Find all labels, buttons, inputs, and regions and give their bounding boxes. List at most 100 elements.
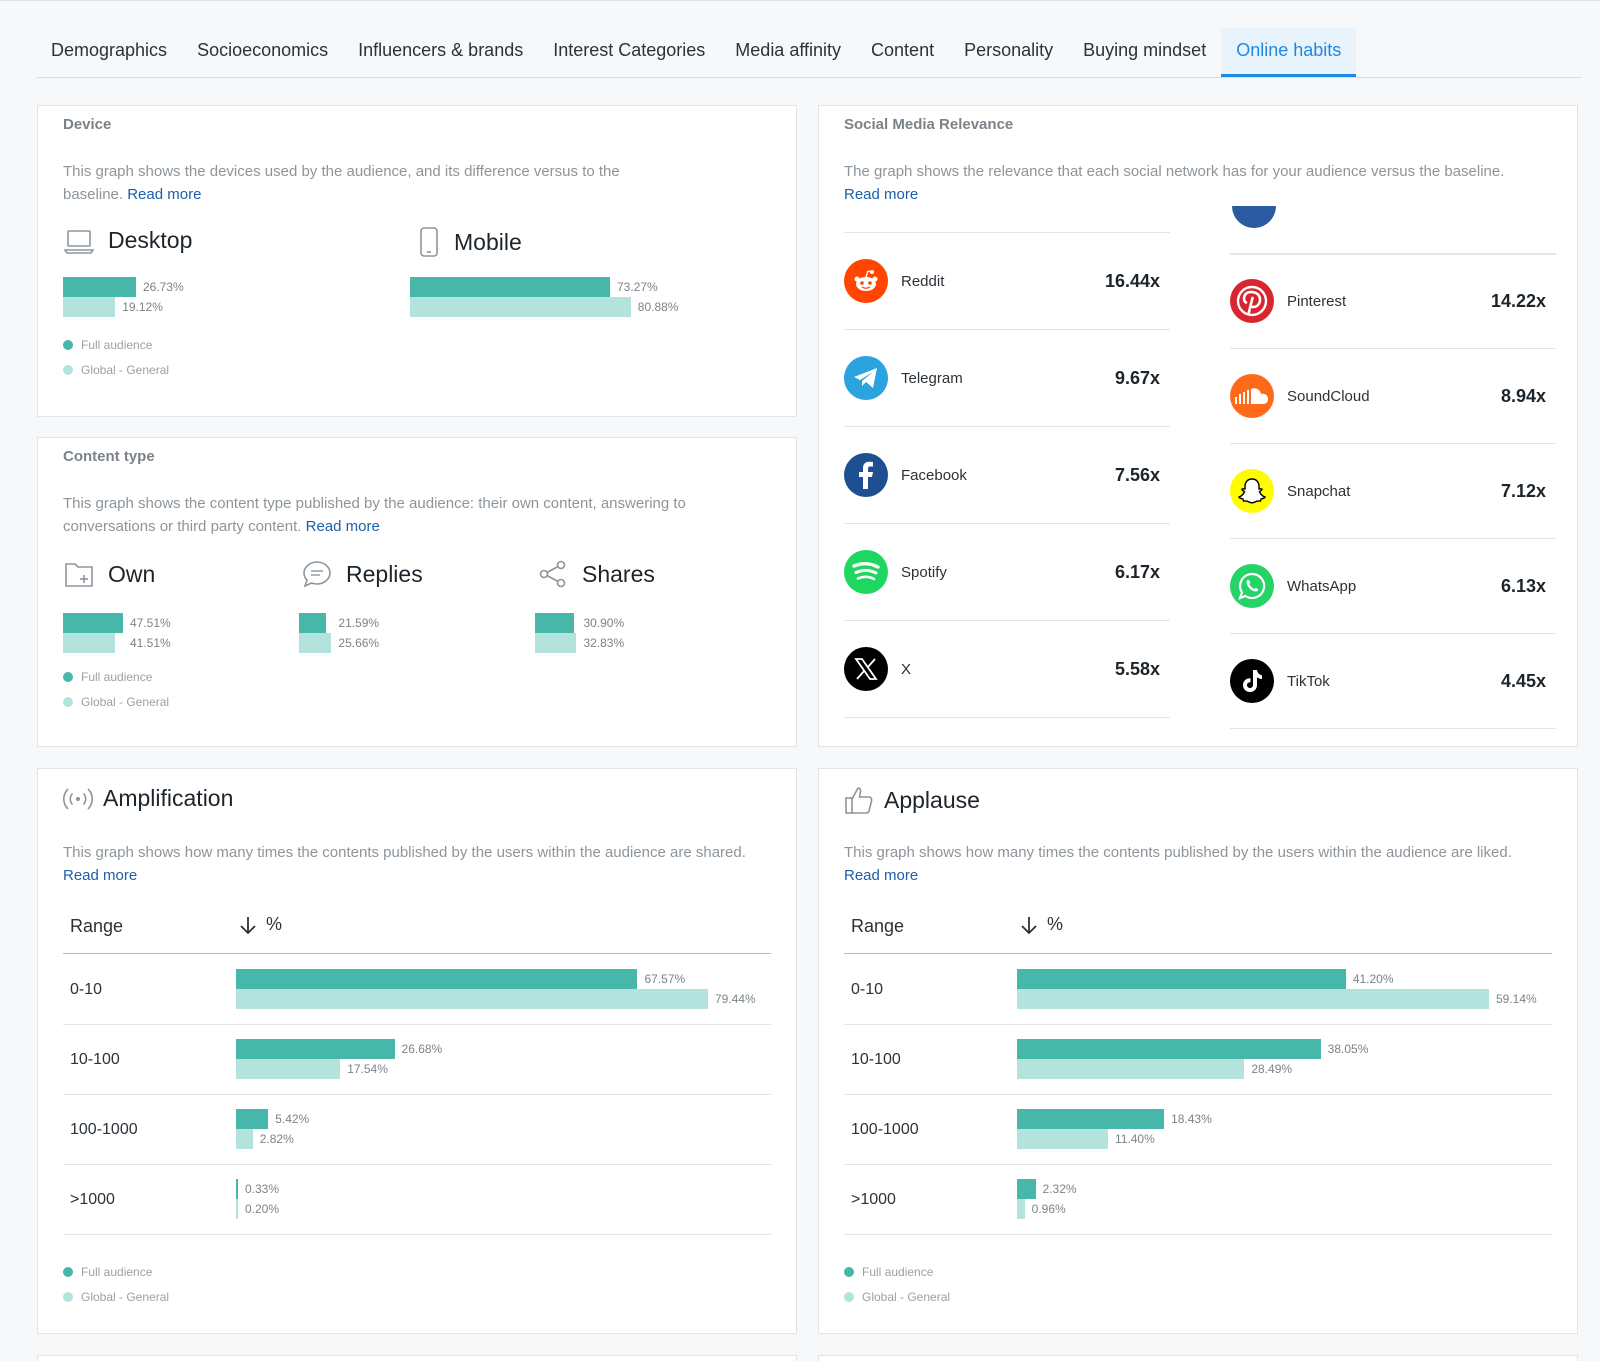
tab-demographics[interactable]: Demographics [51, 40, 168, 60]
social-right-top-divider [1230, 254, 1556, 255]
legend-full-dot [63, 671, 73, 682]
legend-full-dot [63, 339, 73, 350]
social-row-tiktok[interactable]: TikTok 4.45x [1230, 633, 1556, 728]
content-type-read-more-link[interactable]: Read more [305, 518, 380, 535]
social-relevance-value: 14.22x [1490, 290, 1546, 311]
full-audience-bar [236, 1039, 395, 1059]
shares-global-bar [535, 633, 577, 653]
amplification-card: Amplification This graph shows how many … [37, 768, 797, 1334]
mobile-label: Mobile [454, 228, 522, 255]
social-network-name: Spotify [901, 563, 947, 581]
social-row-spotify[interactable]: Spotify 6.17x [844, 523, 1170, 620]
table-row: 0-10 41.20% 59.14% [844, 955, 1552, 1025]
mobile-global-bar [410, 297, 631, 317]
global-general-bar [236, 989, 708, 1009]
social-relevance-value: 4.45x [1500, 670, 1546, 691]
replies-global-bar [299, 633, 332, 653]
table-row: >1000 0.33% 0.20% [63, 1165, 771, 1235]
legend-global-label: Global - General [81, 694, 170, 709]
social-row-telegram[interactable]: Telegram 9.67x [844, 329, 1170, 426]
tab-personality[interactable]: Personality [964, 40, 1054, 60]
scrolled-network-icon [1232, 206, 1276, 228]
legend-global-dot [63, 696, 73, 707]
snapchat-icon [1230, 469, 1274, 513]
facebook-icon [844, 453, 888, 497]
social-relevance-value: 7.12x [1500, 480, 1546, 501]
social-network-name: WhatsApp [1287, 577, 1357, 595]
full-audience-value: 0.33% [245, 1182, 280, 1196]
tab-influencers-brands[interactable]: Influencers & brands [358, 40, 524, 60]
amplification-header: Amplification [63, 785, 233, 812]
shares-full-bar [535, 613, 575, 633]
legend-full-label: Full audience [81, 669, 153, 684]
legend-global-dot [844, 1291, 854, 1302]
legend-global-label: Global - General [81, 1289, 170, 1304]
device-read-more-link[interactable]: Read more [127, 186, 202, 203]
social-row-pinterest[interactable]: Pinterest 14.22x [1230, 253, 1556, 348]
own-global-bar [63, 633, 116, 653]
social-media-read-more-link[interactable]: Read more [844, 186, 919, 203]
social-row-x[interactable]: X 5.58x [844, 620, 1170, 717]
legend-full-label: Full audience [862, 1264, 934, 1279]
chat-bubble-icon [302, 560, 332, 588]
global-general-value: 2.82% [259, 1132, 294, 1146]
replies-global-value: 25.66% [338, 636, 380, 650]
next-card-right [818, 1355, 1578, 1361]
legend-full-label: Full audience [81, 337, 153, 352]
device-description-text: This graph shows the devices used by the… [63, 163, 620, 203]
amplification-title: Amplification [103, 785, 234, 811]
legend-global-dot [63, 364, 73, 375]
social-relevance-value: 7.56x [1114, 464, 1160, 485]
social-row-reddit[interactable]: Reddit 16.44x [844, 232, 1170, 329]
applause-read-more-link[interactable]: Read more [844, 867, 919, 884]
device-description: This graph shows the devices used by the… [63, 160, 683, 206]
desktop-full-value: 26.73% [142, 280, 184, 294]
social-media-description-text: The graph shows the relevance that each … [844, 163, 1505, 180]
global-general-value: 59.14% [1496, 992, 1537, 1006]
soundcloud-icon [1230, 374, 1274, 418]
range-label: 100-1000 [70, 1121, 138, 1138]
broadcast-icon [63, 786, 93, 812]
tab-content[interactable]: Content [871, 40, 935, 60]
tab-bar: Demographics Socioeconomics Influencers … [37, 28, 1582, 78]
full-audience-bar [1017, 1109, 1165, 1129]
legend-global-label: Global - General [81, 362, 170, 377]
desktop-full-bar [63, 277, 136, 297]
social-row-whatsapp[interactable]: WhatsApp 6.13x [1230, 538, 1556, 633]
desktop-label: Desktop [108, 227, 193, 253]
global-general-value: 17.54% [347, 1062, 388, 1076]
tab-online-habits[interactable]: Online habits [1221, 28, 1357, 77]
tiktok-icon [1230, 659, 1274, 703]
amplification-description: This graph shows how many times the cont… [63, 841, 763, 887]
amplification-pct-label: % [266, 914, 283, 934]
amplification-header-divider [63, 953, 771, 954]
social-list-left-bottom-divider [844, 717, 1170, 718]
mobile-full-bar [410, 277, 610, 297]
social-row-snapchat[interactable]: Snapchat 7.12x [1230, 443, 1556, 538]
global-general-bar [236, 1199, 238, 1219]
tab-buying-mindset[interactable]: Buying mindset [1083, 40, 1207, 60]
mobile-full-value: 73.27% [617, 280, 658, 294]
top-border [0, 0, 1600, 3]
amplification-read-more-link[interactable]: Read more [63, 867, 138, 884]
global-general-bar [1017, 989, 1489, 1009]
applause-range-header[interactable]: Range [851, 916, 905, 936]
amplification-description-text: This graph shows how many times the cont… [63, 844, 746, 861]
desktop-global-value: 19.12% [122, 300, 163, 314]
amplification-legend: Full audience Global - General [63, 1259, 169, 1309]
applause-legend: Full audience Global - General [844, 1259, 950, 1309]
tab-media-affinity[interactable]: Media affinity [735, 40, 842, 60]
shares-header: Shares [538, 560, 655, 588]
applause-pct-header[interactable]: % [1019, 914, 1063, 935]
social-row-soundcloud[interactable]: SoundCloud 8.94x [1230, 348, 1556, 443]
social-row-facebook[interactable]: Facebook 7.56x [844, 426, 1170, 523]
tab-socioeconomics[interactable]: Socioeconomics [197, 40, 329, 60]
social-network-name: Reddit [901, 272, 945, 290]
amplification-range-header[interactable]: Range [70, 916, 124, 936]
social-network-name: TikTok [1287, 672, 1330, 690]
full-audience-value: 67.57% [644, 972, 686, 986]
amplification-pct-header[interactable]: % [238, 914, 282, 935]
tab-interest-categories[interactable]: Interest Categories [553, 40, 706, 60]
full-audience-bar [1017, 1039, 1321, 1059]
social-network-name: Pinterest [1287, 292, 1347, 310]
